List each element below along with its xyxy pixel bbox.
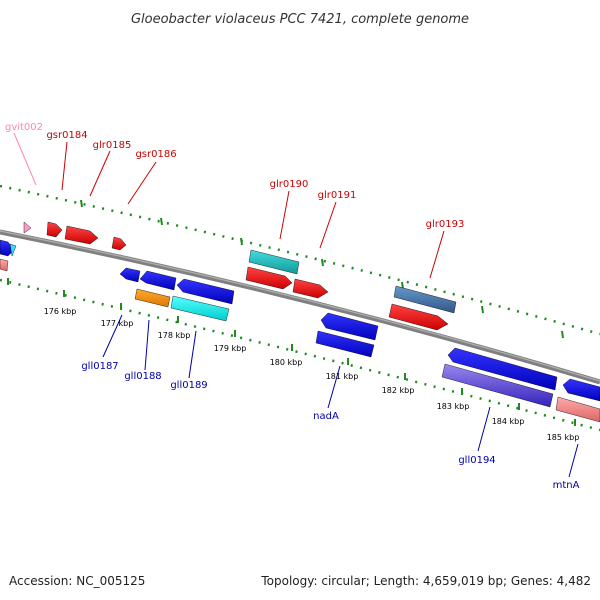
gene-arrow-gll0187[interactable] (119, 267, 141, 283)
gene-arrow-nadA-upper[interactable] (320, 312, 379, 341)
gene-arrow-left-edge[interactable] (0, 239, 15, 257)
gene-arrow-nadA[interactable] (315, 330, 375, 358)
accession-text: Accession: NC_005125 (9, 574, 146, 588)
gene-arrow-glr0190-teal[interactable] (248, 249, 300, 275)
reverse-strand-genes (0, 239, 600, 423)
scale-tick-label: 180 kbp (270, 358, 303, 367)
top-leader-lines (13, 132, 445, 279)
gene-arrow-mtnA-blue[interactable] (562, 378, 600, 402)
scale-tick-label: 181 kbp (326, 372, 359, 381)
gene-label-glr0190[interactable]: glr0190 (270, 179, 309, 190)
gene-arrow-gvit002[interactable] (23, 221, 32, 234)
gene-label-nadA[interactable]: nadA (313, 411, 339, 422)
lower-dotted-track (0, 278, 600, 432)
gene-arrow-glr0193-steel[interactable] (393, 285, 457, 314)
gene-label-gll0188[interactable]: gll0188 (124, 371, 161, 382)
scale-tick-label: 182 kbp (382, 386, 415, 395)
genome-backbone (0, 229, 600, 385)
gene-label-gll0189[interactable]: gll0189 (170, 380, 207, 391)
forward-strand-genes (23, 221, 457, 331)
map-title: Gloeobacter violaceus PCC 7421, complete… (131, 12, 469, 27)
gene-label-glr0193[interactable]: glr0193 (426, 219, 465, 230)
gene-label-glr0185[interactable]: glr0185 (93, 140, 132, 151)
lower-tick-marks (7, 278, 576, 426)
scale-tick-label: 176 kbp (44, 307, 77, 316)
gene-label-gvit002[interactable]: gvit002 (5, 122, 43, 133)
upper-dotted-track (0, 184, 600, 336)
gene-arrow-mtnA[interactable] (555, 396, 600, 423)
gene-label-gsr0186[interactable]: gsr0186 (135, 149, 176, 160)
scale-tick-label: 183 kbp (437, 402, 470, 411)
gene-arrow-gll0187b[interactable] (139, 270, 177, 291)
gene-arrow-gll0194-upper[interactable] (447, 347, 558, 391)
gene-label-mtnA[interactable]: mtnA (553, 480, 580, 491)
scale-labels: 176 kbp 177 kbp 178 kbp 179 kbp 180 kbp … (44, 307, 580, 442)
gene-arrow-gll0189[interactable] (170, 295, 230, 322)
bottom-leader-lines (102, 314, 579, 478)
gene-label-gll0194[interactable]: gll0194 (458, 455, 495, 466)
gene-arrow-gll0194[interactable] (441, 363, 554, 408)
gene-arrow-gsr0184[interactable] (46, 221, 63, 238)
scale-tick-label: 177 kbp (101, 319, 134, 328)
gene-label-glr0191[interactable]: glr0191 (318, 190, 357, 201)
gene-arrow-left-edge-salmon[interactable] (0, 258, 9, 272)
gene-arrow-glr0193[interactable] (388, 303, 449, 331)
gene-arrow-gsr0186[interactable] (111, 236, 127, 251)
gene-arrow-glr0190[interactable] (245, 266, 293, 290)
scale-tick-label: 184 kbp (492, 417, 525, 426)
scale-tick-label: 179 kbp (214, 344, 247, 353)
gene-arrow-glr0191[interactable] (292, 278, 329, 299)
gene-arrow-glr0185[interactable] (64, 225, 99, 245)
genome-summary-text: Topology: circular; Length: 4,659,019 bp… (261, 574, 591, 588)
upper-tick-marks (80, 199, 564, 339)
gene-label-gsr0184[interactable]: gsr0184 (46, 130, 87, 141)
gene-arrow-gll0188[interactable] (134, 288, 171, 308)
gene-arrow-left-edge-cyan[interactable] (9, 243, 17, 257)
scale-tick-label: 178 kbp (158, 331, 191, 340)
gene-arrow-gll0189-blue[interactable] (176, 278, 235, 305)
gene-label-gll0187[interactable]: gll0187 (81, 361, 118, 372)
scale-tick-label: 185 kbp (547, 433, 580, 442)
